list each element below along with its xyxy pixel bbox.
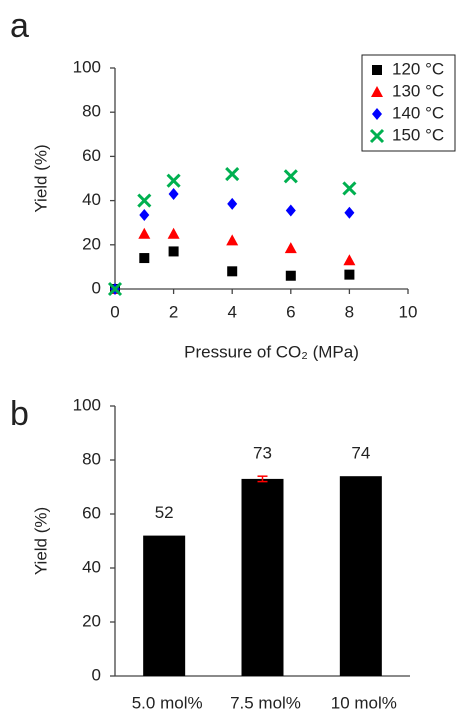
- marker: [227, 197, 238, 210]
- marker: [168, 246, 179, 257]
- marker: [344, 269, 355, 280]
- x-tick-label: 10 mol%: [331, 693, 397, 712]
- x-tick-label: 7.5 mol%: [230, 693, 301, 712]
- y-tick-label: 80: [82, 449, 101, 468]
- marker: [226, 234, 239, 246]
- bar: [339, 476, 382, 676]
- y-tick-label: 60: [82, 503, 101, 522]
- x-tick-label: 2: [169, 302, 178, 321]
- y-tick-label: 40: [82, 190, 101, 209]
- marker: [166, 173, 181, 188]
- x-tick-label: 8: [345, 302, 354, 321]
- marker-stroke: [137, 193, 152, 208]
- legend-label: 140 °C: [392, 103, 444, 122]
- x-tick-label: 6: [286, 302, 295, 321]
- x-tick-label: 5.0 mol%: [132, 693, 203, 712]
- marker-stroke: [166, 173, 181, 188]
- y-axis-label: Yield (%): [31, 507, 50, 575]
- marker: [284, 242, 297, 254]
- panel-label: a: [10, 7, 29, 45]
- marker: [343, 254, 356, 266]
- marker: [225, 167, 240, 182]
- bar: [143, 535, 186, 676]
- error-bar: [257, 475, 268, 483]
- marker: [342, 181, 357, 196]
- y-tick-label: 40: [82, 557, 101, 576]
- marker-stroke: [283, 169, 298, 184]
- marker: [138, 227, 151, 239]
- marker-stroke: [107, 281, 123, 297]
- marker: [167, 227, 180, 239]
- legend-marker: [369, 128, 385, 144]
- marker: [344, 206, 355, 219]
- marker: [283, 169, 298, 184]
- legend-label: 130 °C: [392, 81, 444, 100]
- marker: [139, 208, 150, 221]
- y-axis-label: Yield (%): [31, 144, 50, 212]
- y-tick-label: 0: [92, 665, 101, 684]
- y-tick-label: 20: [82, 611, 101, 630]
- marker: [107, 281, 123, 297]
- marker-stroke: [225, 167, 240, 182]
- value-label: 73: [253, 444, 272, 463]
- y-tick-label: 100: [73, 57, 101, 76]
- legend-marker: [371, 86, 383, 97]
- value-label: 52: [155, 503, 174, 522]
- marker: [139, 253, 150, 264]
- marker-stroke: [369, 128, 385, 144]
- legend-marker: [372, 108, 382, 120]
- x-tick-label: 4: [227, 302, 236, 321]
- panel-label: b: [10, 395, 29, 433]
- y-tick-label: 100: [73, 395, 101, 414]
- marker: [227, 266, 238, 277]
- x-tick-label: 10: [399, 302, 418, 321]
- x-tick-label: 0: [110, 302, 119, 321]
- marker-stroke: [342, 181, 357, 196]
- bar: [241, 478, 284, 676]
- marker: [285, 270, 296, 281]
- legend-marker: [372, 65, 382, 75]
- legend-label: 120 °C: [392, 59, 444, 78]
- marker: [137, 193, 152, 208]
- x-axis-label: Pressure of CO₂ (MPa): [184, 342, 359, 361]
- value-label: 74: [351, 444, 370, 463]
- marker: [168, 187, 179, 200]
- marker: [285, 204, 296, 217]
- legend-label: 150 °C: [392, 125, 444, 144]
- y-tick-label: 80: [82, 102, 101, 121]
- y-tick-label: 60: [82, 146, 101, 165]
- y-tick-label: 20: [82, 234, 101, 253]
- y-tick-label: 0: [92, 278, 101, 297]
